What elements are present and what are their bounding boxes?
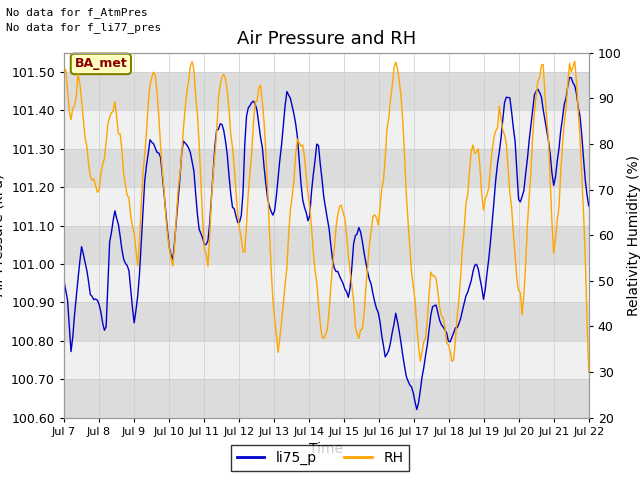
Bar (64, 187, 589, 226)
Bar (64, 341, 589, 379)
Bar (64, 302, 589, 341)
X-axis label: Time: Time (309, 442, 344, 456)
Bar (64, 149, 589, 187)
Bar (64, 226, 589, 264)
Bar (64, 264, 589, 302)
Title: Air Pressure and RH: Air Pressure and RH (237, 30, 416, 48)
Y-axis label: Relativity Humidity (%): Relativity Humidity (%) (627, 155, 640, 316)
Legend: li75_p, RH: li75_p, RH (231, 445, 409, 471)
Bar (64, 72, 589, 110)
Y-axis label: Air Pressure (kPa): Air Pressure (kPa) (0, 174, 6, 296)
Text: No data for f_li77_pres: No data for f_li77_pres (6, 22, 162, 33)
Text: BA_met: BA_met (74, 58, 127, 71)
Text: No data for f_AtmPres: No data for f_AtmPres (6, 7, 148, 18)
Bar (64, 379, 589, 418)
Bar (64, 110, 589, 149)
